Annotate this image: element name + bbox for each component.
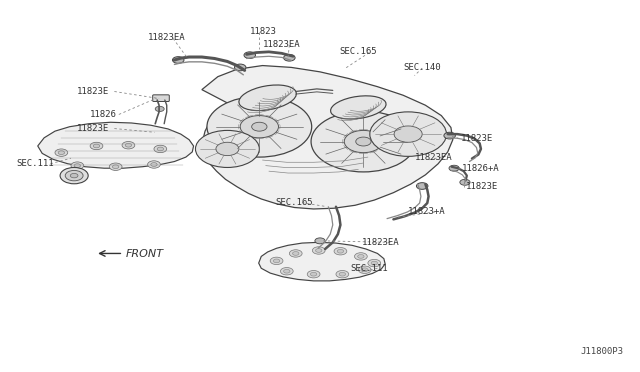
Circle shape: [156, 106, 164, 112]
Text: SEC.111: SEC.111: [351, 264, 388, 273]
Polygon shape: [202, 65, 453, 209]
Circle shape: [444, 132, 456, 139]
Circle shape: [449, 165, 460, 171]
Circle shape: [336, 270, 349, 278]
Circle shape: [358, 254, 364, 258]
Text: 11823: 11823: [250, 26, 276, 36]
Text: FRONT: FRONT: [126, 249, 164, 259]
Text: 11823EA: 11823EA: [262, 40, 300, 49]
Circle shape: [173, 57, 184, 63]
Circle shape: [109, 163, 122, 170]
Circle shape: [154, 145, 167, 153]
Circle shape: [70, 173, 78, 178]
Text: 11826: 11826: [90, 110, 117, 119]
Circle shape: [125, 143, 132, 147]
Circle shape: [148, 161, 161, 168]
Text: 11823EA: 11823EA: [415, 153, 452, 161]
Circle shape: [273, 259, 280, 263]
Circle shape: [252, 122, 267, 131]
Circle shape: [71, 162, 84, 169]
Circle shape: [460, 179, 470, 185]
Circle shape: [337, 249, 344, 253]
Circle shape: [368, 259, 381, 267]
Circle shape: [55, 149, 68, 156]
Circle shape: [195, 131, 259, 167]
Circle shape: [316, 248, 322, 252]
Text: 11823E: 11823E: [466, 182, 498, 191]
Circle shape: [270, 257, 283, 264]
Polygon shape: [259, 242, 385, 281]
Circle shape: [355, 253, 367, 260]
Circle shape: [74, 164, 81, 167]
Circle shape: [344, 131, 383, 153]
Circle shape: [216, 142, 239, 155]
Circle shape: [113, 165, 119, 169]
Circle shape: [310, 272, 317, 276]
Circle shape: [58, 151, 65, 154]
Circle shape: [284, 54, 295, 61]
Circle shape: [334, 247, 347, 255]
Circle shape: [417, 183, 428, 189]
Circle shape: [370, 112, 447, 156]
Circle shape: [280, 267, 293, 275]
Circle shape: [234, 64, 246, 71]
Text: 11823E: 11823E: [461, 134, 493, 143]
Text: 11823EA: 11823EA: [148, 33, 185, 42]
Circle shape: [362, 268, 368, 272]
Circle shape: [311, 111, 416, 172]
Circle shape: [60, 167, 88, 184]
Ellipse shape: [239, 85, 296, 110]
Circle shape: [307, 270, 320, 278]
Circle shape: [93, 144, 100, 148]
Text: 11823E: 11823E: [77, 87, 109, 96]
Circle shape: [312, 247, 325, 254]
Text: 11823EA: 11823EA: [362, 238, 399, 247]
Circle shape: [292, 251, 299, 255]
Polygon shape: [38, 122, 193, 168]
Text: J11800P3: J11800P3: [580, 347, 623, 356]
Circle shape: [65, 170, 83, 181]
Text: SEC.165: SEC.165: [275, 198, 313, 207]
Circle shape: [358, 266, 371, 273]
Text: SEC.111: SEC.111: [17, 159, 54, 168]
Circle shape: [371, 261, 378, 265]
Circle shape: [284, 269, 290, 273]
Circle shape: [90, 142, 103, 150]
Circle shape: [207, 96, 312, 157]
Circle shape: [151, 163, 157, 166]
Circle shape: [394, 126, 422, 142]
Circle shape: [339, 272, 346, 276]
Circle shape: [240, 116, 278, 138]
Circle shape: [315, 238, 325, 244]
Circle shape: [122, 141, 135, 149]
Text: 11823+A: 11823+A: [408, 208, 445, 217]
FancyBboxPatch shape: [153, 95, 170, 102]
Text: 11826+A: 11826+A: [462, 164, 499, 173]
Text: SEC.165: SEC.165: [339, 47, 377, 56]
Ellipse shape: [331, 96, 386, 119]
Circle shape: [157, 147, 164, 151]
Circle shape: [244, 52, 255, 58]
Circle shape: [289, 250, 302, 257]
Text: 11823E: 11823E: [77, 124, 109, 133]
Circle shape: [356, 137, 371, 146]
Text: SEC.140: SEC.140: [403, 63, 441, 72]
